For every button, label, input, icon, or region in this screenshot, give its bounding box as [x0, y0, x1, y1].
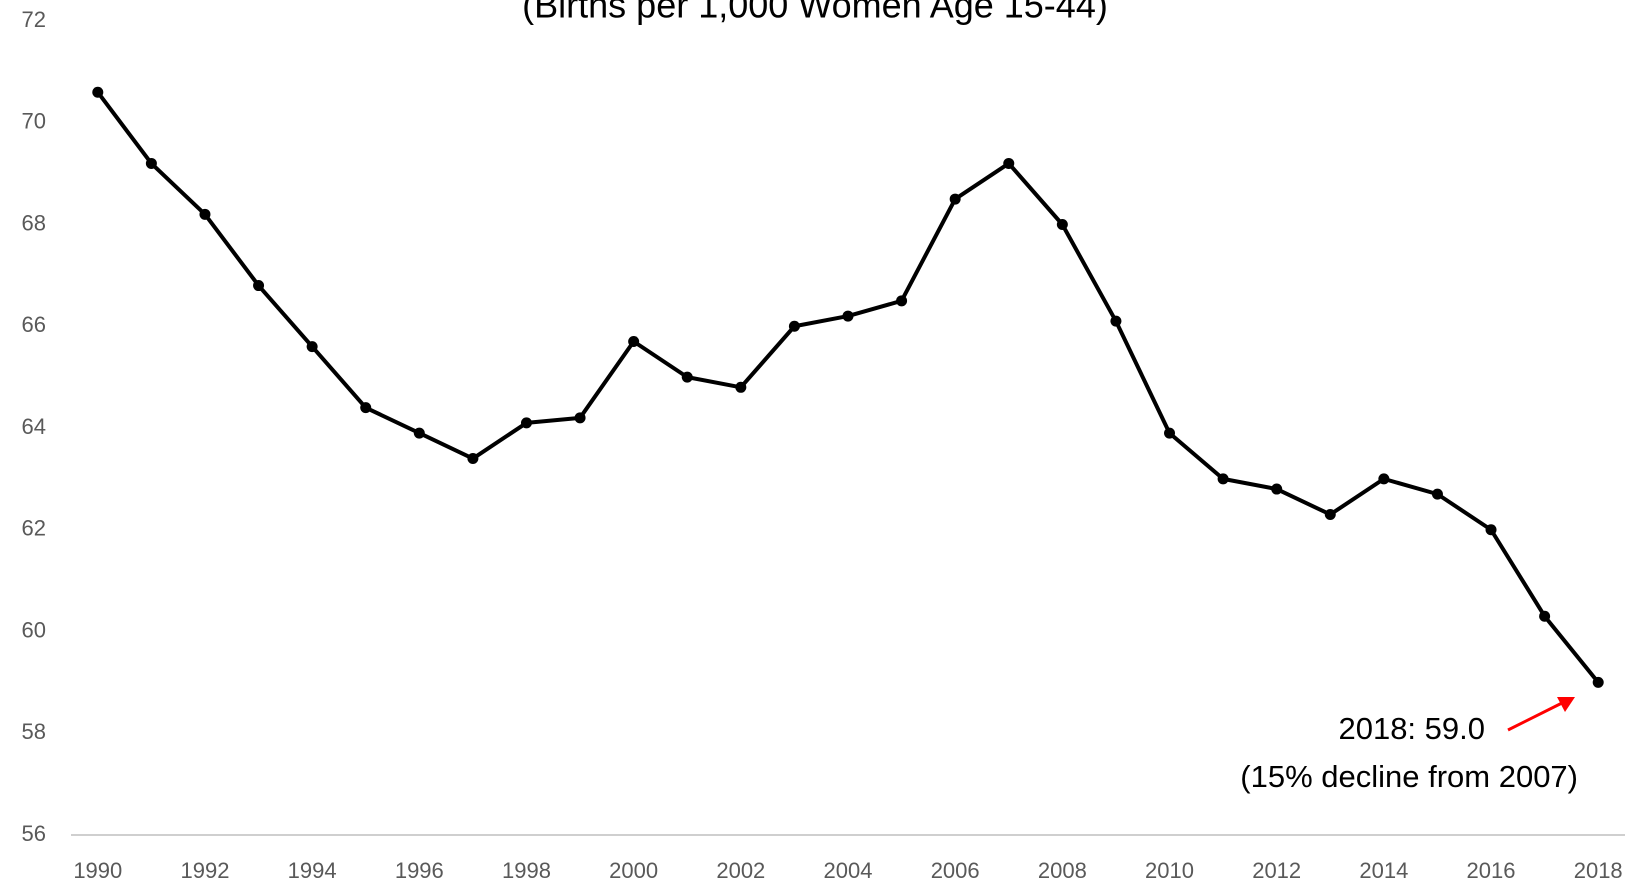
point: [413, 427, 425, 439]
x-tick-label: 1990: [73, 858, 122, 883]
y-tick-label: 62: [22, 516, 46, 541]
point: [1539, 610, 1551, 622]
x-tick-label: 2012: [1252, 858, 1301, 883]
point: [1592, 676, 1604, 688]
x-tick-label: 2002: [716, 858, 765, 883]
point: [1056, 219, 1068, 230]
point: [842, 310, 854, 322]
point: [788, 320, 800, 332]
x-tick-label: 2000: [609, 858, 658, 883]
point: [1003, 157, 1015, 169]
y-tick-label: 72: [22, 7, 46, 32]
y-tick-label: 64: [22, 414, 46, 439]
point: [574, 412, 586, 424]
point: [360, 402, 372, 414]
point: [1110, 315, 1122, 327]
y-tick-label: 56: [22, 821, 46, 846]
x-tick-label: 2008: [1038, 858, 1087, 883]
annotation: 2018: 59.0: [1338, 711, 1485, 746]
point: [520, 417, 532, 429]
point: [735, 381, 747, 393]
point: [467, 453, 479, 465]
x-tick-label: 2004: [824, 858, 873, 883]
point: [1378, 473, 1390, 485]
point: [306, 341, 318, 353]
y-tick-label: 70: [22, 109, 46, 134]
annotation: (15% decline from 2007): [1240, 759, 1578, 794]
point: [628, 336, 640, 348]
point: [896, 295, 908, 307]
line: [96, 91, 1600, 684]
x-tick-label: 1994: [288, 858, 337, 883]
point: [1164, 427, 1176, 439]
x-tick-label: 2018: [1574, 858, 1623, 883]
point: [949, 193, 961, 205]
point: [1324, 508, 1336, 520]
y-tick-label: 68: [22, 210, 46, 235]
point: [92, 86, 104, 98]
point: [1485, 524, 1497, 536]
x-tick-label: 1996: [395, 858, 444, 883]
point: [199, 208, 211, 220]
y-tick-label: 60: [22, 617, 46, 642]
arrow-head: [1557, 697, 1575, 712]
x-tick-label: 2016: [1467, 858, 1516, 883]
point: [1217, 473, 1229, 485]
arrow-line: [1507, 701, 1563, 732]
chart-title: (Births per 1,000 Women Age 15-44): [522, 0, 1108, 26]
x-tick-label: 2014: [1359, 858, 1408, 883]
y-tick-label: 58: [22, 719, 46, 744]
point: [1431, 488, 1443, 500]
point: [1271, 483, 1283, 495]
y-tick-label: 66: [22, 312, 46, 337]
x-tick-label: 1992: [180, 858, 229, 883]
point: [253, 280, 265, 292]
point: [145, 157, 157, 169]
x-tick-label: 2006: [931, 858, 980, 883]
point: [681, 371, 693, 383]
x-tick-label: 1998: [502, 858, 551, 883]
x-tick-label: 2010: [1145, 858, 1194, 883]
